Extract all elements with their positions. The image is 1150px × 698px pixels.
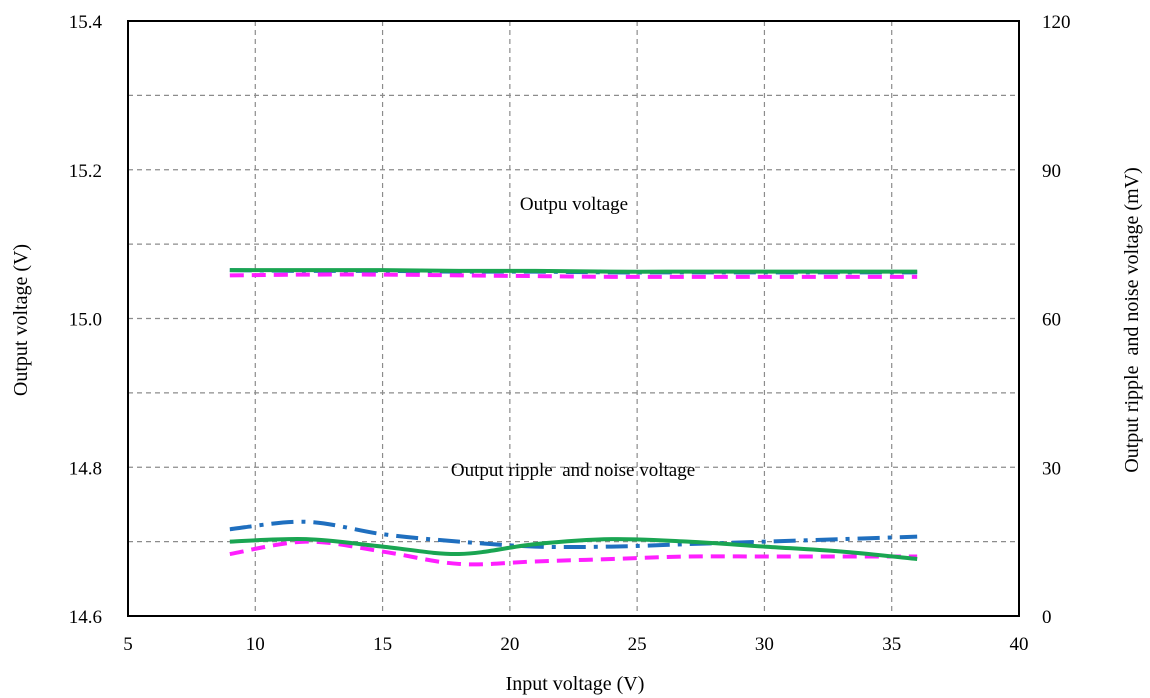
series-line-solid-right	[229, 536, 918, 561]
annotation-output-voltage: Outpu voltage	[520, 194, 628, 215]
x-tick-label: 15	[373, 634, 392, 655]
plot-frame	[127, 20, 1020, 617]
y-tick-labels: 14.6 14.8 15.0 15.2 15.4	[69, 12, 103, 628]
y-tick-label: 15.0	[69, 310, 102, 331]
y-tick-label: 14.6	[69, 607, 102, 628]
series-lines	[229, 268, 918, 567]
y2-tick-labels: 0 30 60 90 120	[1042, 12, 1071, 628]
x-tick-labels: 5 10 15 20 25 30 35 40	[123, 634, 1028, 655]
series-line-solid-left	[229, 268, 918, 274]
series-line-dash-left	[229, 272, 918, 279]
series-line-dashdot-right	[229, 519, 918, 550]
x-tick-label: 10	[246, 634, 265, 655]
x-tick-label: 30	[755, 634, 774, 655]
y2-tick-label: 120	[1042, 12, 1071, 33]
y2-tick-label: 90	[1042, 161, 1061, 182]
x-tick-label: 40	[1010, 634, 1029, 655]
y-axis-label: Output voltage (V)	[10, 244, 32, 396]
y2-axis-label: Output ripple and noise voltage (mV)	[1121, 167, 1143, 473]
y-tick-label: 15.2	[69, 161, 102, 182]
x-axis-label: Input voltage (V)	[506, 673, 645, 695]
annotation-ripple-noise: Output ripple and noise voltage	[451, 460, 695, 481]
x-tick-label: 25	[628, 634, 647, 655]
series-line-dash-right	[229, 539, 918, 567]
y-tick-label: 14.8	[69, 458, 102, 479]
y-tick-label: 15.4	[69, 12, 103, 33]
y2-tick-label: 30	[1042, 458, 1061, 479]
x-tick-label: 35	[882, 634, 901, 655]
x-tick-label: 5	[123, 634, 133, 655]
x-tick-label: 20	[500, 634, 519, 655]
y2-tick-label: 0	[1042, 607, 1052, 628]
y2-tick-label: 60	[1042, 310, 1061, 331]
